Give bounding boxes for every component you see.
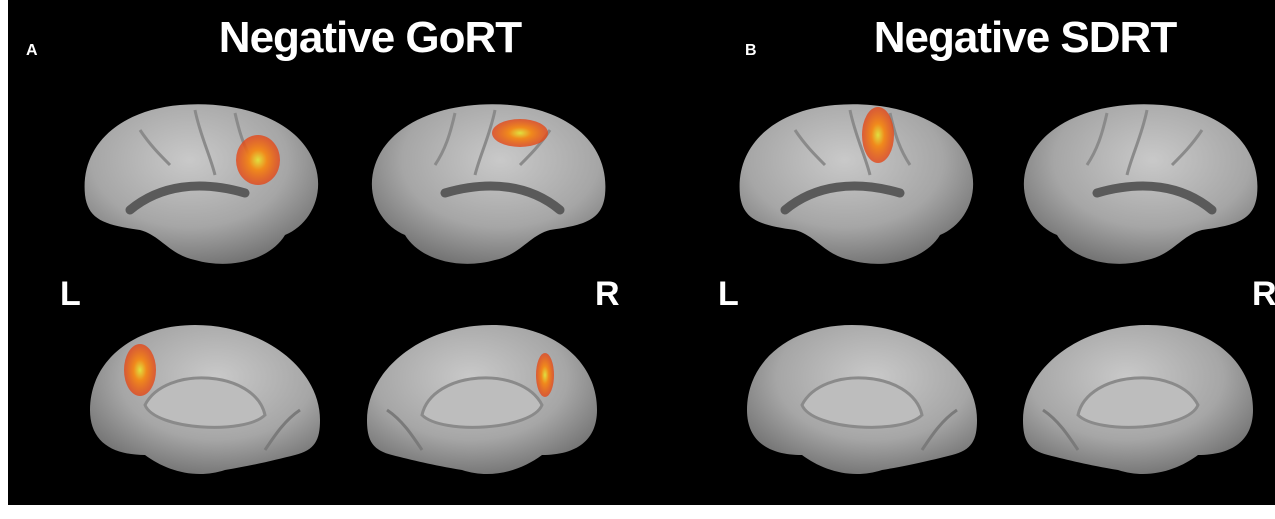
panel-label: B	[745, 42, 757, 59]
left-label: L	[718, 275, 739, 313]
activation	[124, 119, 554, 397]
panel-label: A	[26, 42, 38, 59]
panel-b: B Negative SDRT L R	[718, 13, 1275, 476]
panel-title: Negative SDRT	[874, 13, 1178, 62]
right-label: R	[1252, 275, 1275, 313]
panel-a: A Negative GoRT L R	[26, 13, 620, 476]
activation	[862, 107, 894, 163]
panel-title: Negative GoRT	[219, 13, 523, 62]
right-label: R	[595, 275, 620, 313]
left-label: L	[60, 275, 81, 313]
